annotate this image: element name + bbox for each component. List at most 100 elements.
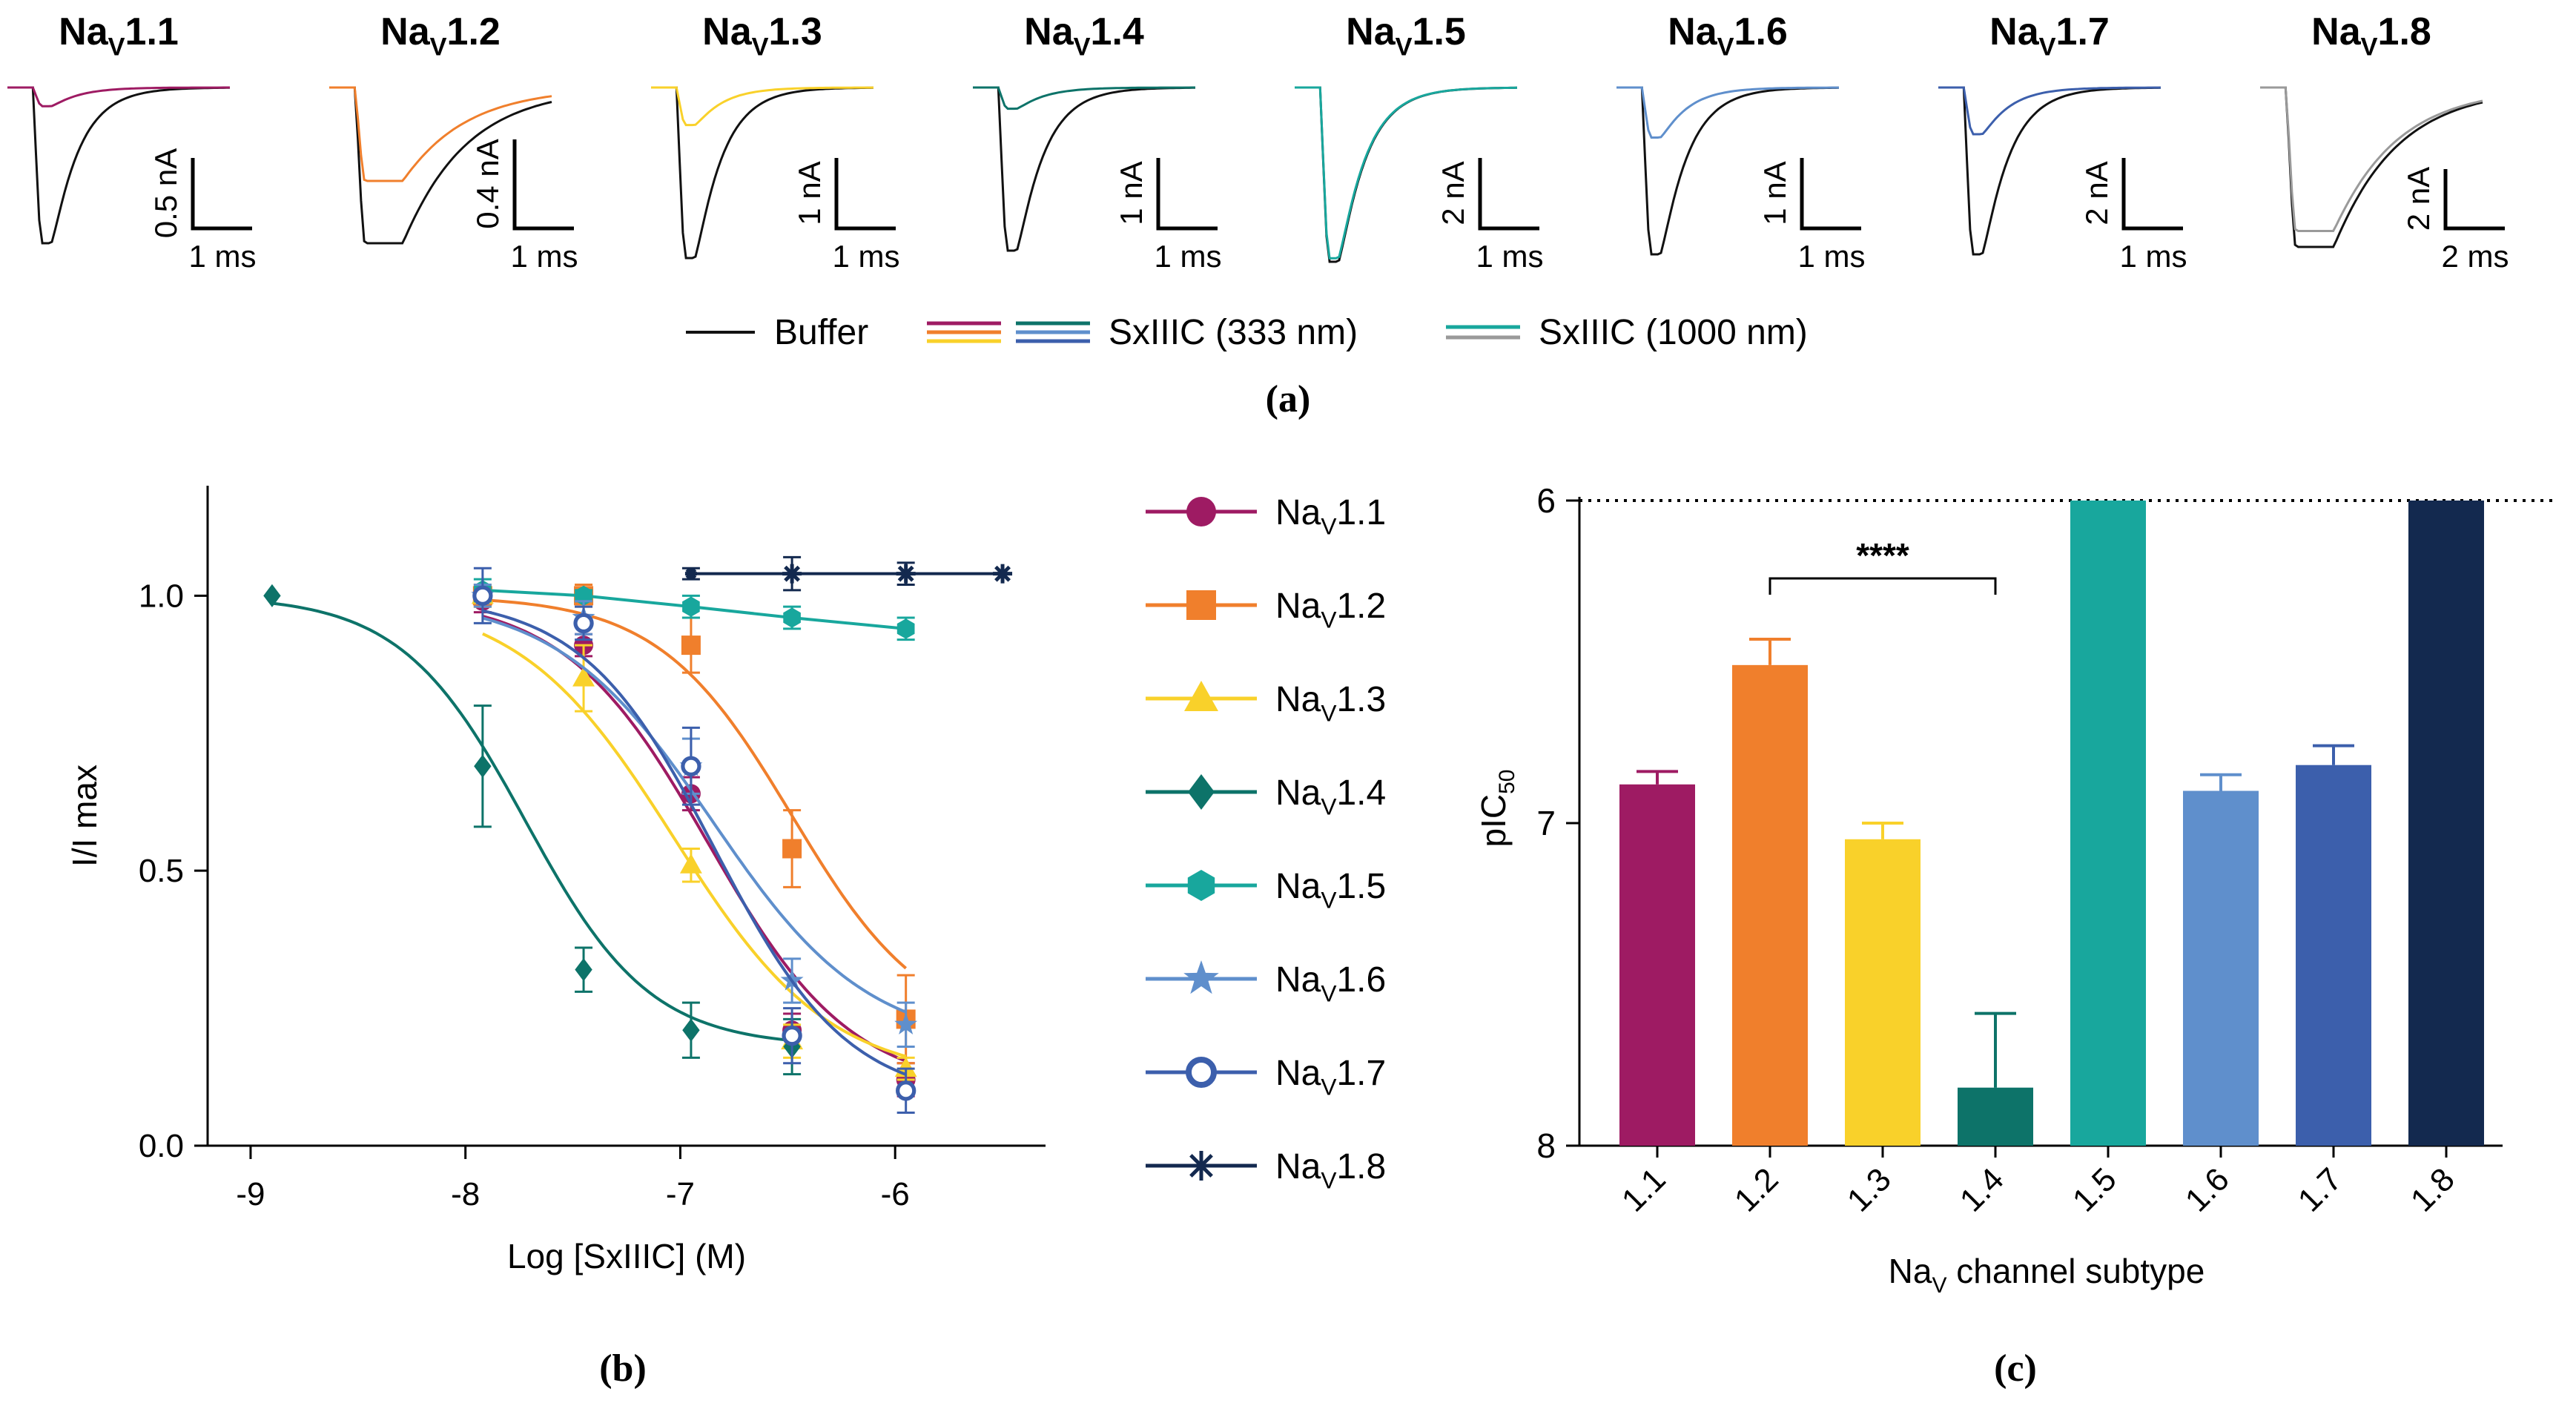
legend-label-1-sub: V bbox=[1321, 512, 1336, 539]
panel-c-label: (c) bbox=[1994, 1347, 2037, 1390]
bar-1-8 bbox=[2408, 501, 2484, 1146]
x-tick-label-1-8: 1.8 bbox=[2404, 1161, 2462, 1219]
trace-title-1-sub: V bbox=[108, 33, 125, 62]
trace-title-5: NaV1.5 bbox=[1346, 10, 1466, 62]
trace-title-6-sub: V bbox=[1717, 33, 1734, 62]
legend-label-8-suffix: 1.8 bbox=[1336, 1147, 1386, 1186]
y-axis-title: I/I max bbox=[65, 765, 104, 867]
y-tick-label-2: 7 bbox=[1536, 804, 1556, 842]
toxin-trace-8 bbox=[2260, 86, 2483, 232]
trace-title-2-main: Na bbox=[380, 10, 431, 53]
y-tick-label-3: 1.0 bbox=[139, 578, 184, 614]
x-axis-title-main: Na bbox=[1889, 1252, 1932, 1290]
x-tick-label-1-7: 1.7 bbox=[2291, 1161, 2349, 1219]
scale-y-label-8: 2 nA bbox=[2401, 167, 2436, 231]
legend-label-7-sub: V bbox=[1321, 1073, 1336, 1100]
trace-title-8-suffix: 1.8 bbox=[2378, 10, 2431, 53]
buffer-trace-1 bbox=[7, 86, 230, 245]
toxin-trace-5 bbox=[1295, 86, 1518, 260]
data-point bbox=[782, 839, 802, 859]
data-point bbox=[894, 1012, 918, 1034]
toxin-trace-3 bbox=[651, 86, 873, 127]
y-axis-title-main: pIC bbox=[1474, 794, 1513, 848]
scale-y-label-7: 2 nA bbox=[2079, 161, 2114, 225]
scale-bar-2 bbox=[512, 139, 574, 231]
data-point-stroke-4 bbox=[685, 568, 697, 580]
trace-title-3-sub: V bbox=[752, 33, 769, 62]
trace-title-8-sub: V bbox=[2361, 33, 2378, 62]
trace-title-8: NaV1.8 bbox=[2311, 10, 2431, 62]
x-tick-label-4: -6 bbox=[881, 1176, 910, 1212]
series-nav1-7 bbox=[472, 567, 917, 1114]
data-point bbox=[472, 585, 493, 606]
legend-333-label: SxIIIC (333 nm) bbox=[1109, 313, 1358, 352]
data-point bbox=[681, 756, 701, 776]
bar-1-2 bbox=[1732, 664, 1808, 1146]
significance-bracket bbox=[1768, 577, 1997, 595]
scale-x-label-6: 1 ms bbox=[1797, 239, 1865, 274]
trace-title-7-suffix: 1.7 bbox=[2056, 10, 2110, 53]
legend-label-5: NaV1.5 bbox=[1275, 867, 1386, 913]
data-point bbox=[682, 1018, 700, 1042]
series-nav1-8 bbox=[681, 555, 1013, 592]
scale-bar-5 bbox=[1478, 158, 1539, 231]
legend-label-5-suffix: 1.5 bbox=[1336, 867, 1386, 906]
x-tick-label-1-6: 1.6 bbox=[2179, 1161, 2236, 1219]
scale-y-label-3: 1 nA bbox=[792, 161, 827, 225]
data-point bbox=[993, 564, 1013, 584]
toxin-trace-6 bbox=[1616, 86, 1839, 139]
panel-b-chart: -9 -8 -7 -6 0.0 0.5 1.0 Log [SxIIIC] (M) I/I max bbox=[65, 486, 1046, 1275]
legend-label-6: NaV1.6 bbox=[1275, 960, 1386, 1006]
trace-title-4-sub: V bbox=[1074, 33, 1091, 62]
legend-label-3-suffix: 1.3 bbox=[1336, 680, 1386, 719]
trace-title-8-main: Na bbox=[2311, 10, 2362, 53]
legend-marker-1 bbox=[1186, 497, 1216, 526]
scale-y-label-4: 1 nA bbox=[1114, 161, 1149, 225]
x-tick-label-1-5: 1.5 bbox=[2066, 1161, 2124, 1219]
legend-marker-8-stroke-4 bbox=[1189, 1154, 1213, 1178]
buffer-trace-5 bbox=[1295, 86, 1518, 263]
data-point bbox=[896, 618, 915, 639]
fit-curve bbox=[482, 632, 907, 1058]
data-point bbox=[263, 584, 281, 607]
panel-a-label: (a) bbox=[1266, 378, 1311, 420]
legend-1000-label: SxIIIC (1000 nm) bbox=[1539, 313, 1808, 352]
y-tick-label-1: 0.0 bbox=[139, 1128, 184, 1164]
trace-title-4: NaV1.4 bbox=[1024, 10, 1144, 62]
data-point-stroke-4 bbox=[784, 565, 801, 582]
data-point bbox=[572, 666, 595, 687]
trace-title-6-suffix: 1.6 bbox=[1734, 10, 1788, 53]
toxin-trace-7 bbox=[1938, 86, 2161, 136]
legend-marker-7 bbox=[1186, 1057, 1217, 1088]
data-point bbox=[682, 596, 700, 617]
x-tick-label-3: -7 bbox=[666, 1176, 695, 1212]
data-point bbox=[575, 958, 592, 982]
scale-x-label-2: 1 ms bbox=[510, 239, 578, 274]
scale-bar-8 bbox=[2443, 169, 2505, 231]
significance-label: **** bbox=[1856, 536, 1909, 575]
buffer-trace-2 bbox=[329, 86, 552, 245]
data-point bbox=[681, 636, 701, 656]
trace-title-1: NaV1.1 bbox=[59, 10, 179, 62]
scale-y-label-6: 1 nA bbox=[1757, 161, 1792, 225]
scale-x-label-3: 1 ms bbox=[832, 239, 899, 274]
scale-x-label-8: 2 ms bbox=[2441, 239, 2509, 274]
x-axis-title-sub: V bbox=[1932, 1273, 1946, 1298]
trace-title-1-suffix: 1.1 bbox=[125, 10, 179, 53]
bar-1-3 bbox=[1845, 839, 1921, 1146]
trace-title-5-sub: V bbox=[1396, 33, 1413, 62]
series-nav1-2 bbox=[472, 584, 916, 1065]
fit-curve bbox=[482, 609, 907, 1076]
legend-marker-6 bbox=[1183, 960, 1219, 994]
trace-title-5-main: Na bbox=[1346, 10, 1396, 53]
legend-label-2-sub: V bbox=[1321, 606, 1336, 633]
trace-title-3: NaV1.3 bbox=[702, 10, 822, 62]
legend-label-2: NaV1.2 bbox=[1275, 587, 1386, 633]
y-axis-title-sub: 50 bbox=[1495, 770, 1519, 794]
x-tick-label-1-2: 1.2 bbox=[1728, 1161, 1786, 1219]
toxin-trace-1 bbox=[7, 86, 230, 108]
x-tick-label-1-4: 1.4 bbox=[1953, 1161, 2011, 1219]
y-axis-title: pIC50 bbox=[1474, 770, 1519, 848]
scale-x-label-7: 1 ms bbox=[2119, 239, 2187, 274]
